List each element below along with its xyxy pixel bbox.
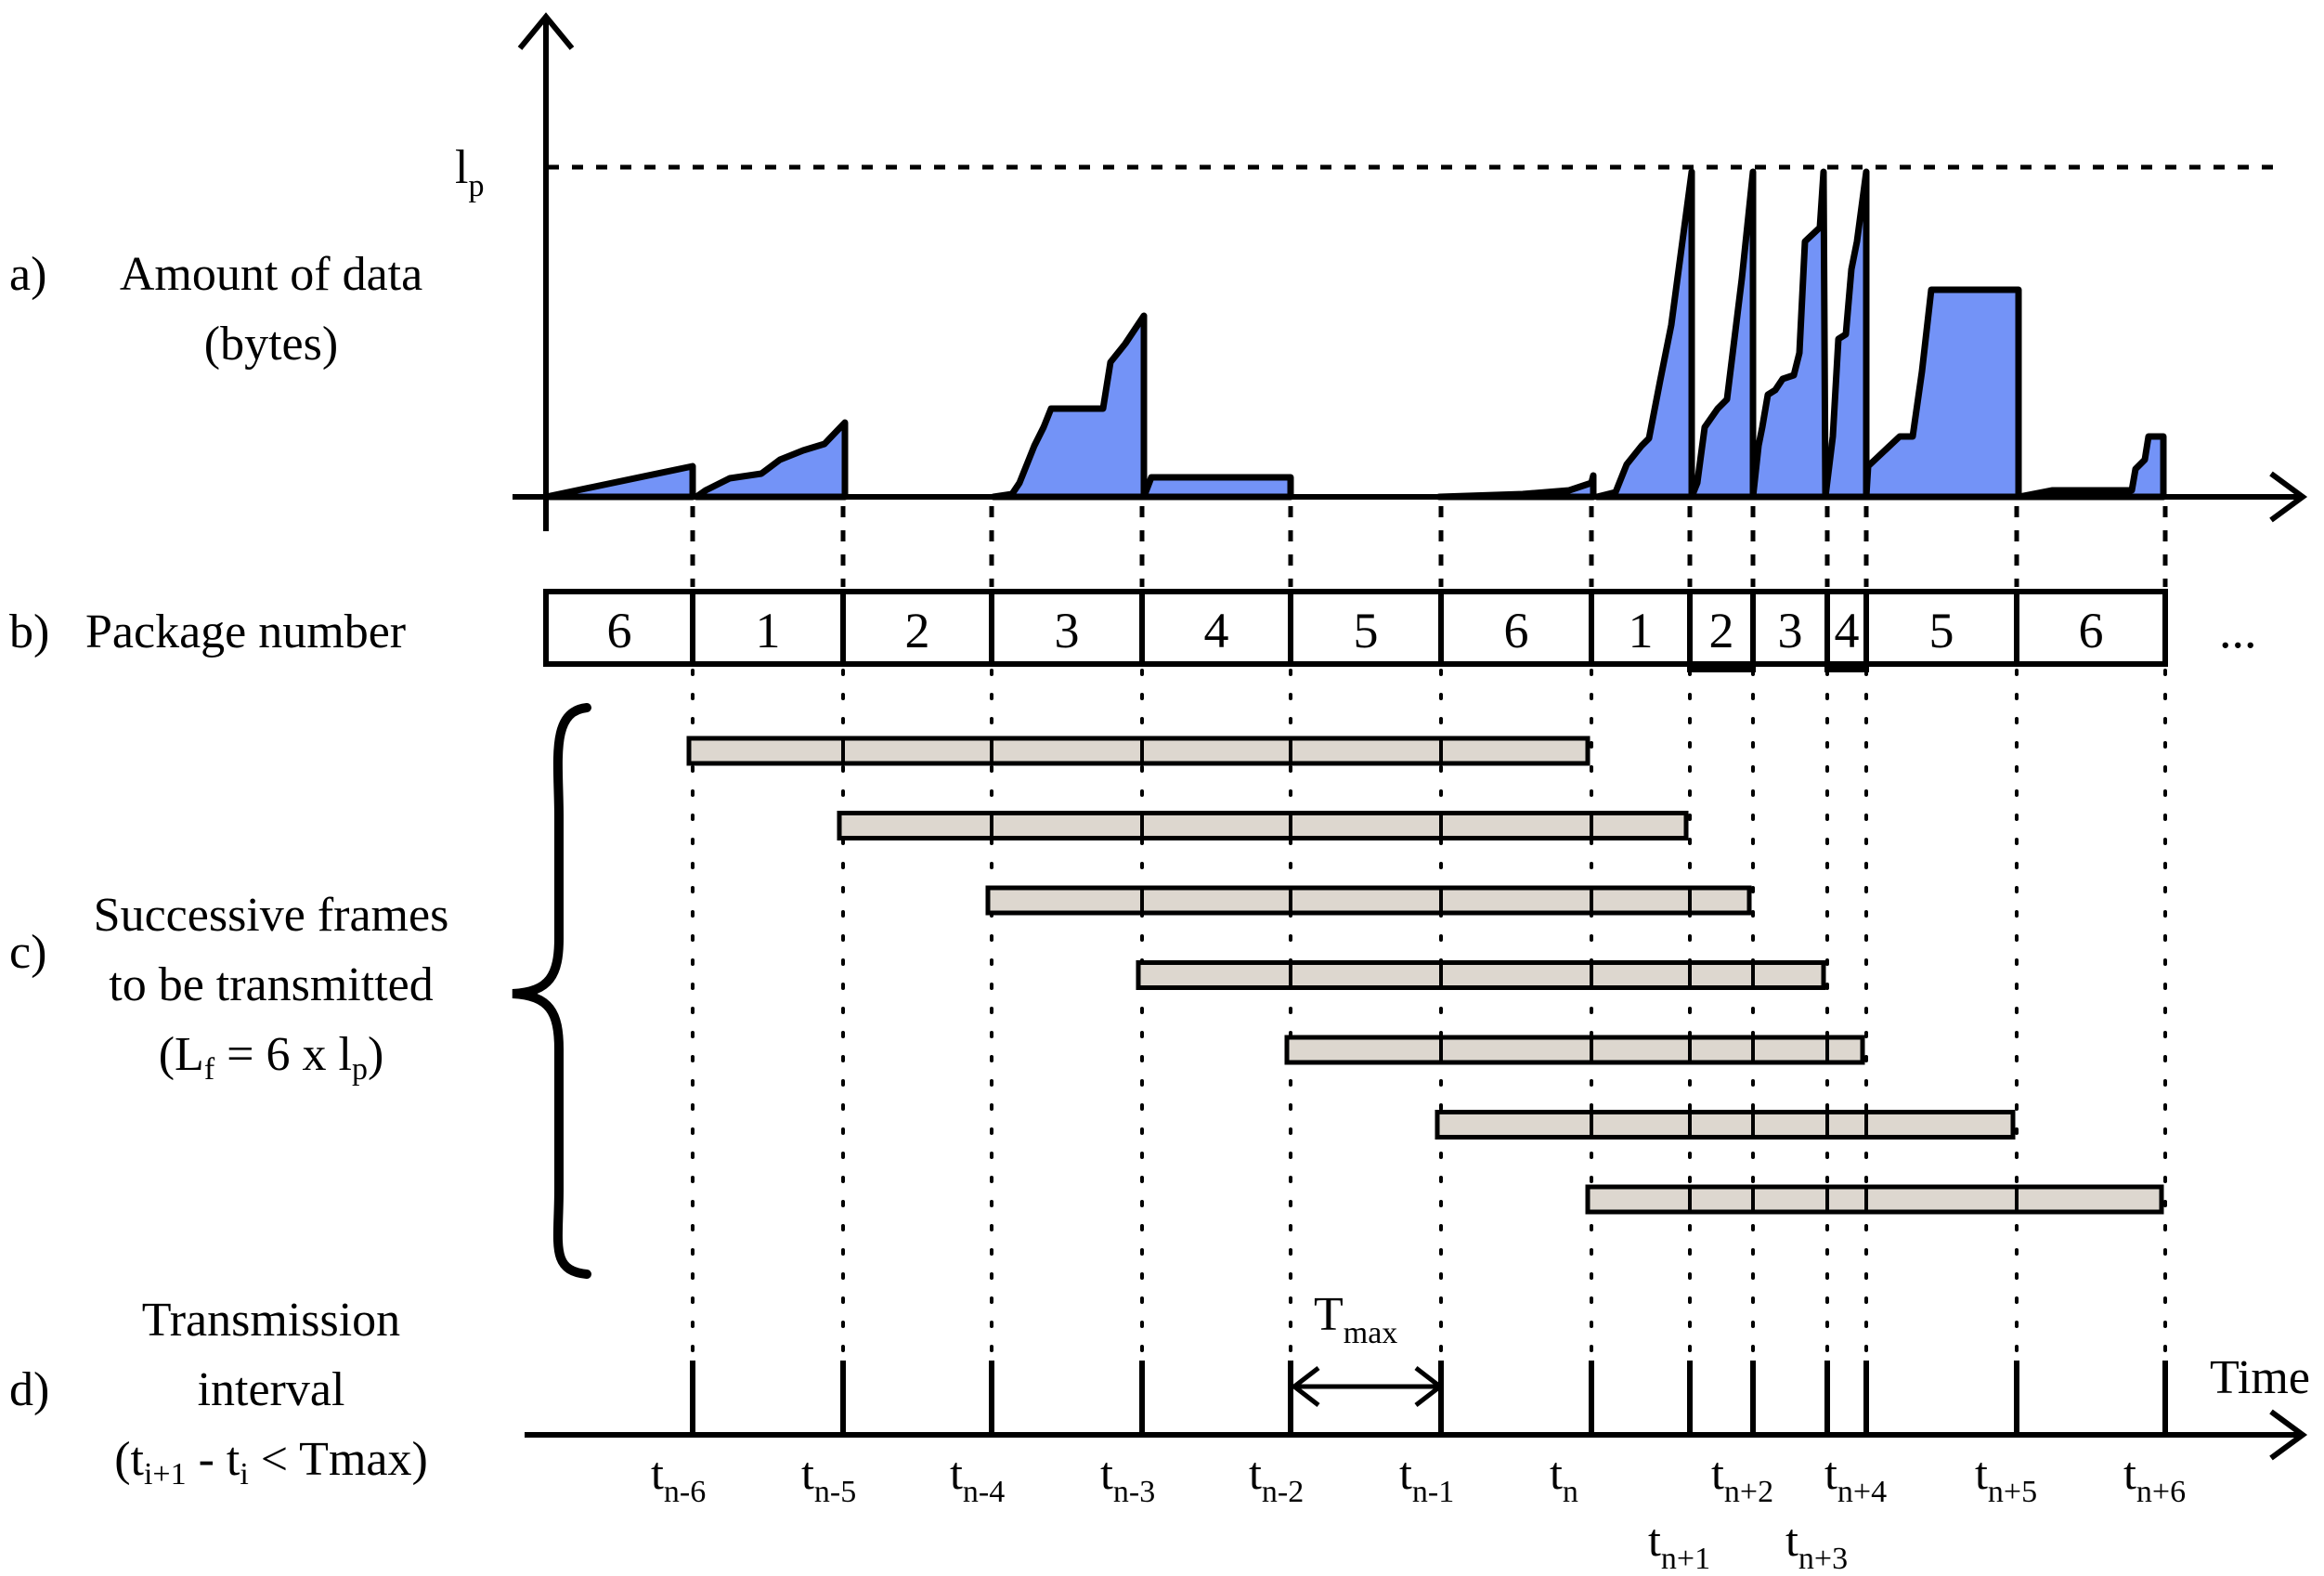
frame xyxy=(1435,1110,2016,1140)
data-area-6 xyxy=(1593,168,1695,501)
time-tick-label: tn+6 xyxy=(2123,1447,2186,1509)
package-number: 3 xyxy=(1778,603,1803,658)
package-number: 6 xyxy=(2079,603,2104,658)
frame xyxy=(1284,1035,1865,1065)
time-tick-label: tn-2 xyxy=(1249,1447,1304,1509)
data-area-7 xyxy=(1688,168,1757,501)
label-d: d) Transmission interval (ti+1 - ti < Tm… xyxy=(9,1294,428,1491)
label-d-line1: Transmission xyxy=(142,1294,400,1347)
data-area-1 xyxy=(542,462,696,501)
time-tick-label: tn+4 xyxy=(1824,1447,1887,1509)
frames xyxy=(686,736,2164,1215)
y-axis-arrow-icon xyxy=(517,12,575,50)
data-area-5 xyxy=(1435,472,1597,501)
label-a-line1: Amount of data xyxy=(120,248,422,301)
frame xyxy=(1585,1184,2164,1215)
tmax-indicator: Tmax xyxy=(1290,1288,1445,1407)
time-tick-label: tn-1 xyxy=(1399,1447,1454,1509)
package-number: 4 xyxy=(1204,603,1229,658)
label-d-line3: (ti+1 - ti < Tmax) xyxy=(114,1433,428,1491)
package-number: 2 xyxy=(905,603,930,658)
time-ticks: tn-6 tn-5 tn-4 tn-3 tn-2 tn-1 tntn+1tn+2tn+3tn… xyxy=(651,1361,2186,1576)
frame xyxy=(985,885,1752,916)
data-amount-areas xyxy=(542,168,2167,501)
time-tick-label: tn-4 xyxy=(950,1447,1005,1509)
package-number: 1 xyxy=(756,603,781,658)
label-a: a) Amount of data (bytes) xyxy=(9,248,422,371)
frame-bar xyxy=(1435,1110,2016,1140)
x-axis-top-arrow-icon xyxy=(2269,471,2308,523)
time-label: Time xyxy=(2210,1351,2310,1404)
label-b-prefix: b) xyxy=(9,606,49,658)
package-number: 4 xyxy=(1835,603,1860,658)
package-number: 6 xyxy=(607,603,632,658)
tmax-label: Tmax xyxy=(1314,1288,1397,1350)
data-area-8 xyxy=(1749,168,1829,501)
time-tick-label: tn-5 xyxy=(801,1447,856,1509)
tmax-arrow-left-icon xyxy=(1290,1366,1320,1407)
time-tick-label: tn+5 xyxy=(1975,1447,2037,1509)
frame-bar xyxy=(985,885,1752,916)
time-tick-label: tn+3 xyxy=(1785,1514,1848,1576)
package-number: 6 xyxy=(1504,603,1529,658)
data-area-2 xyxy=(693,419,849,501)
lp-label: lp xyxy=(455,141,484,203)
label-d-prefix: d) xyxy=(9,1363,49,1416)
frame-bar xyxy=(1136,960,1826,990)
data-area-9 xyxy=(1822,168,1870,501)
package-number: 1 xyxy=(1629,603,1654,658)
frame xyxy=(686,736,1590,766)
package-number: 5 xyxy=(1929,603,1954,658)
package-number: 2 xyxy=(1709,603,1734,658)
time-tick-label: tn xyxy=(1550,1447,1578,1509)
ellipsis: ... xyxy=(2219,603,2257,658)
package-number: 5 xyxy=(1354,603,1379,658)
time-tick-label: tn-6 xyxy=(651,1447,706,1509)
frame xyxy=(1136,960,1826,990)
label-c-line3: (Lf = 6 x lp) xyxy=(159,1028,384,1087)
frame xyxy=(837,811,1689,840)
tmax-arrow-right-icon xyxy=(1414,1366,1445,1407)
label-c-prefix: c) xyxy=(9,926,46,979)
data-area-11 xyxy=(2015,433,2167,501)
package-strip-outline xyxy=(543,589,2168,667)
frame-bar xyxy=(837,811,1689,840)
label-d-line2: interval xyxy=(198,1363,345,1416)
label-c: c) Successive frames to be transmitted (… xyxy=(9,889,448,1087)
data-area-4 xyxy=(1140,474,1294,501)
label-b: b) Package number xyxy=(9,606,406,658)
data-area-10 xyxy=(1863,286,2022,501)
time-tick-label: tn+1 xyxy=(1648,1514,1710,1576)
frame-bar xyxy=(1284,1035,1865,1065)
package-number: 3 xyxy=(1055,603,1080,658)
guide-lines xyxy=(690,506,2168,1353)
curly-brace xyxy=(512,703,591,1279)
time-axis-arrow-icon xyxy=(2269,1409,2308,1461)
label-b-text: Package number xyxy=(85,606,406,658)
label-a-prefix: a) xyxy=(9,248,46,301)
data-area-3 xyxy=(990,312,1148,501)
label-c-line2: to be transmitted xyxy=(109,958,433,1011)
frame-bar xyxy=(686,736,1590,766)
time-tick-label: tn+2 xyxy=(1711,1447,1773,1509)
frame-bar xyxy=(1585,1184,2164,1215)
time-tick-label: tn-3 xyxy=(1100,1447,1155,1509)
label-a-line2: (bytes) xyxy=(204,318,338,371)
label-c-line1: Successive frames xyxy=(94,889,449,942)
